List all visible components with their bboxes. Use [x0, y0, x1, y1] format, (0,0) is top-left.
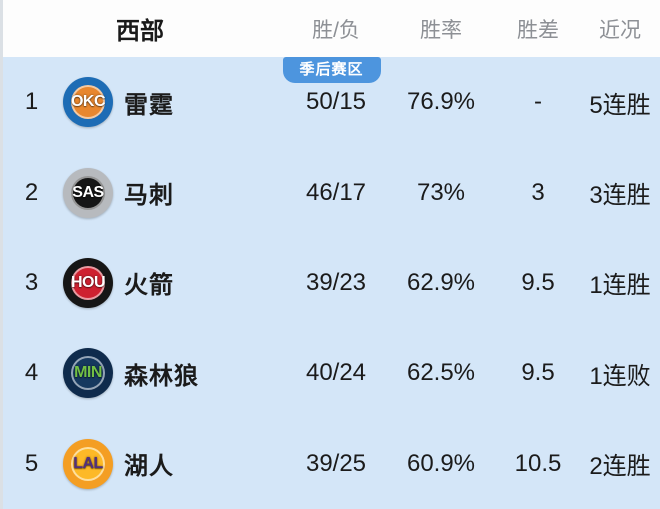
gb-value: - — [534, 88, 542, 116]
rank-label: 4 — [24, 359, 39, 387]
team-logo-inner — [71, 446, 105, 481]
column-header-gb: 胜差 — [517, 18, 559, 42]
table-row[interactable]: 5 LAL 湖人 39/25 60.9% 10.5 2连胜 — [3, 419, 660, 509]
table-row[interactable]: 3 HOU 火箭 39/23 62.9% 9.5 1连胜 — [3, 238, 660, 328]
pct-value: 60.9% — [406, 449, 476, 477]
streak-value: 3连胜 — [589, 182, 651, 210]
column-header-record: 胜/负 — [312, 18, 360, 42]
team-logo-cell: HOU — [60, 257, 116, 308]
pct-value: 76.9% — [406, 88, 476, 116]
team-logo-inner — [71, 85, 105, 120]
team-logo-cell: LAL — [60, 438, 116, 489]
rank-label: 5 — [24, 449, 39, 477]
team-logo-cell: MIN — [60, 348, 116, 399]
table-row[interactable]: 2 SAS 马刺 46/17 73% 3 3连胜 — [3, 147, 660, 237]
team-abbr: OKC — [70, 93, 106, 111]
record-value: 39/25 — [305, 449, 367, 477]
gb-value: 3 — [531, 178, 545, 206]
gb-value: 9.5 — [521, 359, 555, 387]
pct-value: 62.9% — [406, 268, 476, 296]
record-value: 46/17 — [305, 178, 367, 206]
team-abbr: LAL — [73, 454, 103, 472]
rank-label: 2 — [24, 178, 39, 206]
playoff-zone-badge: 季后赛区 — [282, 57, 381, 83]
record-value: 40/24 — [305, 359, 367, 387]
streak-value: 2连胜 — [589, 453, 651, 481]
team-logo-hou-icon: HOU — [63, 257, 113, 308]
team-logo-inner — [71, 265, 105, 300]
rank-label: 3 — [24, 268, 39, 296]
team-abbr: SAS — [72, 183, 104, 201]
table-row[interactable]: 4 MIN 森林狼 40/24 62.5% 9.5 1连败 — [3, 328, 660, 418]
team-logo-cell: OKC — [60, 77, 116, 128]
team-name: 湖人 — [124, 453, 174, 481]
conference-title: 西部 — [116, 18, 164, 45]
team-abbr: MIN — [74, 364, 102, 382]
playoff-zone-panel: 季后赛区 1 OKC 雷霆 50/15 76.9% - 5连胜 2 SAS — [3, 57, 660, 509]
table-row[interactable]: 1 OKC 雷霆 50/15 76.9% - 5连胜 — [3, 57, 660, 147]
table-header: 西部 胜/负 胜率 胜差 近况 — [3, 0, 660, 57]
team-name: 马刺 — [124, 182, 174, 210]
team-abbr: HOU — [70, 273, 106, 291]
column-header-streak: 近况 — [599, 18, 641, 42]
pct-value: 73% — [416, 178, 466, 206]
team-logo-okc-icon: OKC — [63, 77, 113, 128]
team-logo-inner — [71, 356, 105, 391]
record-value: 39/23 — [305, 268, 367, 296]
team-logo-lal-icon: LAL — [63, 438, 113, 489]
team-name: 森林狼 — [124, 362, 199, 390]
streak-value: 1连胜 — [589, 272, 651, 300]
team-name: 雷霆 — [124, 91, 174, 119]
team-logo-sas-icon: SAS — [63, 167, 113, 218]
record-value: 50/15 — [305, 88, 367, 116]
streak-value: 1连败 — [589, 362, 651, 390]
streak-value: 5连胜 — [589, 91, 651, 119]
team-name: 火箭 — [124, 272, 174, 300]
column-header-pct: 胜率 — [420, 18, 462, 42]
team-logo-inner — [71, 175, 105, 210]
team-logo-cell: SAS — [60, 167, 116, 218]
gb-value: 9.5 — [521, 268, 555, 296]
rank-label: 1 — [24, 88, 39, 116]
pct-value: 62.5% — [406, 359, 476, 387]
team-logo-min-icon: MIN — [63, 348, 113, 399]
gb-value: 10.5 — [514, 449, 562, 477]
